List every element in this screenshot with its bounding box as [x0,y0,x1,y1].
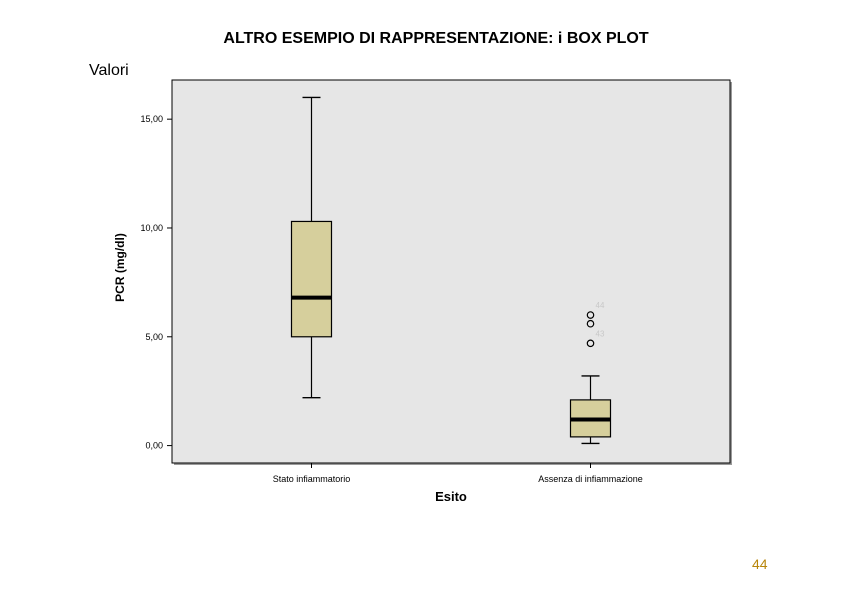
y-tick-label: 0,00 [145,441,163,451]
y-tick-label: 5,00 [145,332,163,342]
box-iqr [290,220,333,338]
outlier-label: 44 [596,301,605,310]
x-tick-label: Stato infiammatorio [273,474,351,484]
plot-area [171,79,731,464]
y-tick-label: 15,00 [140,114,163,124]
x-tick-label: Assenza di infiammazione [538,474,643,484]
outlier-point [586,339,595,348]
values-label: Valori [89,62,129,79]
outlier-point [586,319,595,328]
slide-title: ALTRO ESEMPIO DI RAPPRESENTAZIONE: i BOX… [223,30,649,47]
x-axis-title: Esito [435,489,467,504]
page-number: 44 [752,556,768,572]
outlier-point [586,311,595,319]
y-tick-label: 10,00 [140,223,163,233]
y-axis-title: PCR (mg/dl) [113,233,127,302]
outlier-label: 43 [596,329,605,338]
